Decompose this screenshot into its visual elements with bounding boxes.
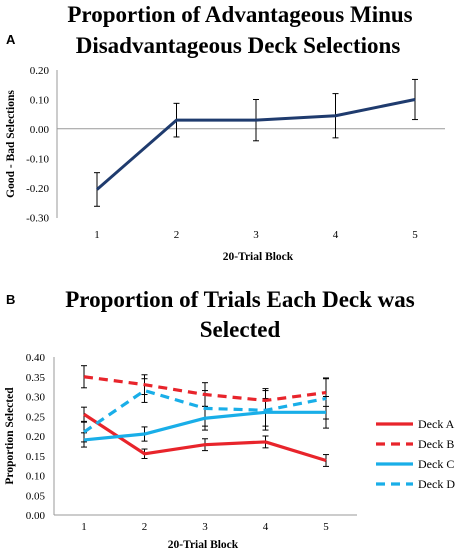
panel-a-x-tick-label: 3 bbox=[253, 229, 259, 241]
panel-a-y-tick-label: 0.10 bbox=[30, 95, 50, 107]
panel-a-title-line-1: Proportion of Advantageous Minus bbox=[67, 2, 412, 27]
panel-a-y-axis-title: Good - Bad Selections bbox=[5, 90, 17, 198]
legend-item-deck-b: Deck B bbox=[376, 437, 454, 451]
panel-b-y-tick-label: 0.20 bbox=[26, 431, 46, 443]
panel-a-y-tick-label: -0.20 bbox=[26, 183, 49, 195]
panel-b-y-tick-label: 0.00 bbox=[26, 510, 46, 522]
panel-b-x-axis-title: 20-Trial Block bbox=[168, 539, 239, 551]
panel-b-x-tick-label: 4 bbox=[263, 521, 269, 533]
panel-a-x-tick-label: 2 bbox=[174, 229, 180, 241]
panel-b-legend: Deck A Deck B Deck C Deck D bbox=[376, 417, 455, 491]
panel-b-title-line-1: Proportion of Trials Each Deck was bbox=[65, 287, 415, 312]
panel-b-y-tick-label: 0.35 bbox=[26, 372, 46, 384]
panel-b-y-tick-label: 0.15 bbox=[26, 451, 46, 463]
panel-b-y-tick-labels: 0.40 0.35 0.30 0.25 0.20 0.15 0.10 0.05 0.00 bbox=[26, 352, 46, 522]
panel-a-title-line-2: Disadvantageous Deck Selections bbox=[76, 33, 401, 58]
panel-b-error-bar bbox=[141, 378, 148, 403]
panel-b-y-tick-label: 0.40 bbox=[26, 352, 46, 364]
panel-a: A Proportion of Advantageous Minus Disad… bbox=[5, 2, 445, 263]
legend-label: Deck D bbox=[418, 477, 455, 491]
panel-b-series-line bbox=[83, 375, 327, 403]
legend-label: Deck A bbox=[418, 417, 455, 431]
legend-item-deck-a: Deck A bbox=[376, 417, 455, 431]
panel-b-y-tick-label: 0.05 bbox=[26, 490, 46, 502]
panel-b-x-tick-label: 5 bbox=[323, 521, 329, 533]
panel-b-letter: B bbox=[6, 292, 15, 307]
panel-b-series-lines bbox=[83, 375, 327, 463]
legend-label: Deck C bbox=[418, 457, 454, 471]
legend-label: Deck B bbox=[418, 437, 454, 451]
legend-item-deck-c: Deck C bbox=[376, 457, 454, 471]
panel-b-y-tick-label: 0.10 bbox=[26, 471, 46, 483]
panel-b-y-tick-label: 0.30 bbox=[26, 392, 46, 404]
panel-b-series-line bbox=[83, 388, 327, 434]
panel-a-letter: A bbox=[6, 32, 16, 47]
panel-a-x-tick-label: 5 bbox=[412, 229, 418, 241]
panel-a-series-lines bbox=[96, 98, 416, 191]
panel-a-y-tick-label: -0.30 bbox=[26, 213, 49, 225]
panel-b-series-line bbox=[83, 412, 327, 463]
panel-a-series-line bbox=[96, 98, 416, 191]
panel-a-y-tick-labels: 0.20 0.10 0.00 -0.10 -0.20 -0.30 bbox=[26, 65, 49, 225]
panel-a-x-tick-labels: 1 2 3 4 5 bbox=[94, 229, 418, 241]
panel-a-y-tick-label: 0.20 bbox=[30, 65, 50, 77]
panel-a-x-tick-label: 1 bbox=[94, 229, 100, 241]
panel-b-x-tick-label: 2 bbox=[142, 521, 148, 533]
panel-a-error-bars bbox=[94, 78, 418, 207]
panel-a-y-tick-label: 0.00 bbox=[30, 124, 50, 136]
panel-b-series-line bbox=[83, 410, 326, 442]
panel-a-x-tick-label: 4 bbox=[333, 229, 339, 241]
panel-b: B Proportion of Trials Each Deck was Sel… bbox=[4, 287, 455, 551]
panel-a-y-tick-label: -0.10 bbox=[26, 154, 49, 166]
panel-b-x-tick-label: 1 bbox=[81, 521, 87, 533]
panel-a-x-axis-title: 20-Trial Block bbox=[223, 251, 294, 263]
legend-item-deck-d: Deck D bbox=[376, 477, 455, 491]
panel-b-x-tick-label: 3 bbox=[202, 521, 208, 533]
panel-b-x-tick-labels: 1 2 3 4 5 bbox=[81, 521, 329, 533]
panel-b-y-tick-label: 0.25 bbox=[26, 411, 46, 423]
panel-b-title-line-2: Selected bbox=[200, 317, 281, 342]
panel-b-y-axis-title: Proportion Selected bbox=[4, 387, 16, 485]
